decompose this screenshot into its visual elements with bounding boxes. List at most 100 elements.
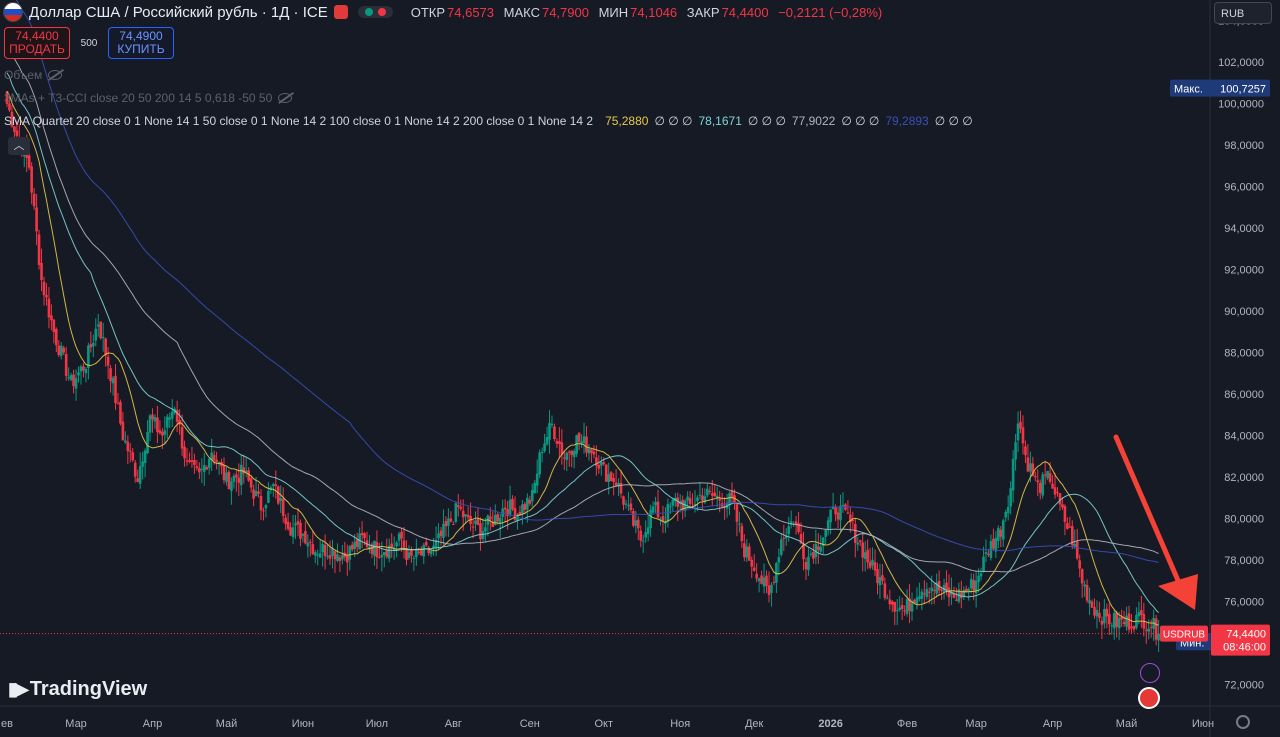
candle-body	[644, 532, 647, 538]
candle-body	[969, 578, 973, 589]
candle-body	[1034, 476, 1037, 478]
candle-body	[27, 155, 31, 168]
candle-body	[496, 514, 500, 522]
candle-body	[395, 542, 398, 547]
candle-body	[360, 532, 364, 536]
open-value: 74,6573	[447, 4, 495, 20]
candle-body	[567, 451, 571, 453]
candle-body	[235, 474, 238, 478]
candle-body	[671, 499, 675, 506]
candle-body	[987, 553, 990, 556]
candle-body	[67, 377, 70, 379]
candle-body	[1038, 482, 1042, 493]
candle-body	[291, 527, 295, 538]
candle-body	[62, 347, 66, 353]
sma-gap-3: ∅ ∅ ∅	[841, 114, 880, 128]
candle-body	[927, 591, 931, 593]
candle-body	[563, 457, 566, 459]
currency-selector[interactable]: RUB	[1214, 2, 1272, 24]
candle-body	[439, 530, 443, 537]
candle-body	[821, 537, 825, 547]
high-value: 74,7900	[541, 4, 589, 20]
candle-body	[1085, 584, 1089, 601]
candle-body	[1019, 421, 1022, 429]
gear-icon[interactable]	[1236, 715, 1250, 729]
candle-body	[868, 561, 872, 568]
candle-body	[47, 298, 51, 318]
candle-body	[947, 587, 951, 598]
candle-body	[900, 605, 904, 610]
candle-body	[74, 378, 78, 389]
candle-body	[195, 466, 199, 469]
candle-body	[952, 593, 956, 598]
candle-body	[126, 441, 130, 452]
y-tick-label: 80,0000	[1224, 513, 1264, 525]
max-price-value: 100,7257	[1220, 84, 1266, 96]
x-tick-label: Май	[216, 718, 238, 730]
sell-price: 74,4400	[15, 29, 59, 43]
candle-body	[1107, 613, 1111, 625]
candle-body	[274, 484, 278, 487]
market-status[interactable]	[357, 6, 393, 18]
candle-body	[646, 527, 650, 535]
sma-gap-1: ∅ ∅ ∅	[654, 114, 693, 128]
volume-indicator[interactable]: Объем	[4, 68, 63, 82]
candle-body	[886, 597, 889, 599]
candle-body	[787, 526, 791, 535]
last-price-value: 74,4400	[1226, 629, 1266, 641]
y-tick-label: 84,0000	[1224, 430, 1264, 442]
candle-body	[597, 464, 601, 469]
candle-body	[1048, 473, 1052, 482]
candle-body	[422, 544, 426, 557]
candle-body	[185, 460, 189, 462]
lightning-icon[interactable]	[1140, 663, 1160, 683]
candle-body	[582, 436, 586, 444]
candle-body	[999, 529, 1003, 537]
candle-body	[79, 366, 83, 372]
candle-body	[1058, 493, 1062, 505]
candle-body	[1021, 427, 1025, 444]
candle-body	[489, 516, 492, 520]
x-tick-label: Окт	[595, 718, 614, 730]
sell-label: ПРОДАТЬ	[9, 42, 65, 56]
threemas-indicator[interactable]: 3MAs + T3-CCI close 20 50 200 14 5 0,618…	[4, 91, 293, 105]
event-flag-icon[interactable]	[1138, 687, 1160, 709]
tradingview-logo[interactable]: ▮▶ TradingView	[8, 678, 147, 701]
candle-body	[111, 377, 115, 384]
buy-button[interactable]: 74,4900 КУПИТЬ	[108, 27, 174, 59]
chevron-up-icon[interactable]: ︿	[8, 137, 30, 155]
candle-body	[466, 515, 470, 518]
candle-body	[654, 501, 657, 506]
candle-body	[809, 553, 813, 555]
eye-off-icon[interactable]	[48, 70, 63, 80]
candle-body	[476, 519, 480, 526]
eye-off-icon[interactable]	[278, 93, 293, 103]
candle-body	[481, 531, 485, 539]
candle-body	[607, 474, 610, 482]
candle-body	[84, 369, 88, 374]
candle-body	[350, 544, 354, 550]
flag-icon	[3, 2, 23, 22]
candle-body	[380, 554, 384, 558]
logo-text: TradingView	[29, 678, 148, 700]
buy-label: КУПИТЬ	[117, 42, 165, 56]
sma-quartet-indicator[interactable]: SMA Quartet 20 close 0 1 None 14 1 50 cl…	[4, 114, 973, 128]
candle-body	[1026, 457, 1030, 472]
candle-body	[158, 430, 162, 434]
candle-body	[437, 533, 440, 539]
sma-value-4: 79,2893	[885, 114, 929, 128]
candle-body	[829, 509, 832, 523]
candle-body	[723, 505, 726, 507]
candle-body	[296, 521, 300, 525]
candle-body	[1110, 625, 1114, 627]
candle-body	[400, 531, 403, 539]
close-label: ЗАКР	[686, 4, 720, 20]
candle-body	[309, 541, 312, 543]
sell-button[interactable]: 74,4400 ПРОДАТЬ	[4, 27, 70, 59]
alert-icon[interactable]	[333, 5, 348, 19]
candle-body	[13, 126, 16, 132]
symbol-title[interactable]: Доллар США / Российский рубль · 1Д · ICE	[29, 3, 328, 21]
candle-body	[417, 551, 421, 553]
x-tick-label: Авг	[445, 718, 462, 730]
